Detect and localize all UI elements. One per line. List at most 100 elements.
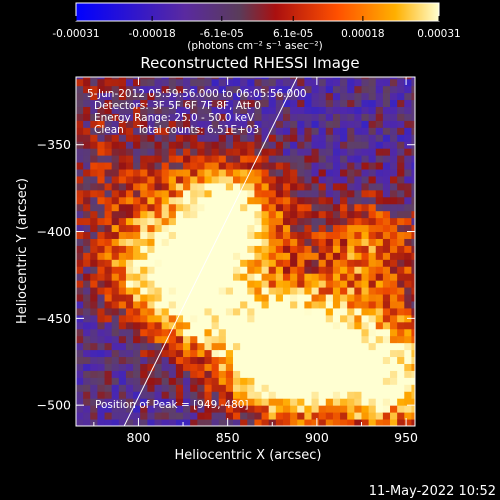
heatmap-cell [290, 259, 298, 267]
heatmap-cell [125, 405, 134, 413]
heatmap-cell [211, 370, 220, 378]
heatmap-cell [147, 259, 156, 267]
heatmap-cell [140, 217, 148, 226]
heatmap-cell [254, 356, 263, 364]
heatmap-cell [268, 259, 277, 267]
heatmap-cell [90, 78, 98, 87]
heatmap-cell [254, 335, 263, 344]
heatmap-cell [332, 273, 341, 281]
heatmap-cell [168, 419, 177, 426]
heatmap-cell [83, 391, 91, 399]
heatmap-cell [304, 134, 313, 142]
heatmap-cell [397, 189, 405, 198]
heatmap-cell [190, 384, 198, 392]
heatmap-cell [240, 384, 248, 392]
heatmap-cell [311, 370, 320, 378]
heatmap-cell [311, 294, 320, 302]
heatmap-cell [90, 377, 98, 385]
heatmap-cell [240, 370, 248, 378]
heatmap-cell [168, 189, 177, 198]
heatmap-cell [304, 238, 313, 246]
heatmap-cell [225, 273, 234, 281]
heatmap-cell [354, 363, 362, 371]
heatmap-cell [140, 78, 148, 87]
heatmap-cell [340, 405, 348, 413]
heatmap-cell [154, 391, 163, 399]
heatmap-cell [104, 231, 113, 239]
heatmap-cell [290, 224, 298, 233]
heatmap-cell [347, 321, 355, 330]
heatmap-cell [125, 342, 134, 351]
heatmap-cell [282, 391, 291, 399]
heatmap-cell [204, 280, 213, 288]
heatmap-cell [304, 349, 313, 358]
heatmap-cell [332, 294, 341, 302]
heatmap-cell [247, 245, 255, 253]
heatmap-cell [397, 377, 405, 385]
heatmap-cell [304, 363, 313, 371]
heatmap-cell [140, 134, 148, 142]
heatmap-cell [404, 92, 412, 101]
heatmap-cell [318, 224, 327, 233]
heatmap-cell [240, 349, 248, 358]
heatmap-cell [197, 92, 205, 101]
heatmap-cell [404, 120, 412, 128]
heatmap-cell [104, 217, 113, 226]
heatmap-cell [183, 77, 191, 80]
heatmap-cell [218, 321, 227, 330]
heatmap-cell [175, 175, 184, 184]
heatmap-cell [240, 238, 248, 246]
heatmap-cell [118, 252, 127, 260]
heatmap-cell [175, 384, 184, 392]
heatmap-cell [233, 196, 241, 205]
heatmap-cell [204, 335, 213, 344]
heatmap-cell [154, 307, 163, 316]
heatmap-cell [347, 266, 355, 274]
heatmap-cell [111, 349, 120, 358]
heatmap-cell [140, 182, 148, 191]
heatmap-cell [290, 412, 298, 420]
heatmap-cell [290, 321, 298, 330]
heatmap-cell [332, 224, 341, 233]
heatmap-cell [297, 314, 305, 323]
heatmap-cell [297, 196, 305, 205]
heatmap-cell [268, 217, 277, 226]
heatmap-cell [361, 398, 370, 406]
heatmap-cell [190, 134, 198, 142]
heatmap-cell [318, 77, 327, 80]
heatmap-cell [382, 370, 391, 378]
heatmap-cell [204, 419, 213, 426]
heatmap-cell [125, 252, 134, 260]
heatmap-cell [183, 300, 191, 309]
heatmap-cell [190, 349, 198, 358]
heatmap-cell [411, 182, 415, 191]
heatmap-cell [411, 189, 415, 198]
heatmap-cell [111, 141, 120, 149]
heatmap-cell [325, 356, 334, 364]
heatmap-cell [404, 155, 412, 163]
heatmap-cell [218, 377, 227, 385]
heatmap-cell [411, 287, 415, 295]
heatmap-cell [125, 314, 134, 323]
heatmap-cell [382, 328, 391, 337]
heatmap-cell [240, 252, 248, 260]
heatmap-cell [233, 273, 241, 281]
heatmap-cell [247, 224, 255, 233]
heatmap-cell [332, 377, 341, 385]
heatmap-cell [404, 384, 412, 392]
heatmap-cell [90, 384, 98, 392]
heatmap-cell [133, 307, 141, 316]
heatmap-cell [254, 182, 263, 191]
heatmap-cell [83, 280, 91, 288]
heatmap-cell [154, 85, 163, 94]
heatmap-cell [90, 391, 98, 399]
heatmap-cell [354, 259, 362, 267]
heatmap-cell [275, 419, 284, 426]
heatmap-cell [290, 85, 298, 94]
heatmap-cell [104, 266, 113, 274]
heatmap-cell [104, 141, 113, 149]
heatmap-cell [125, 182, 134, 191]
heatmap-cell [225, 217, 234, 226]
heatmap-cell [225, 189, 234, 198]
heatmap-cell [154, 217, 163, 226]
